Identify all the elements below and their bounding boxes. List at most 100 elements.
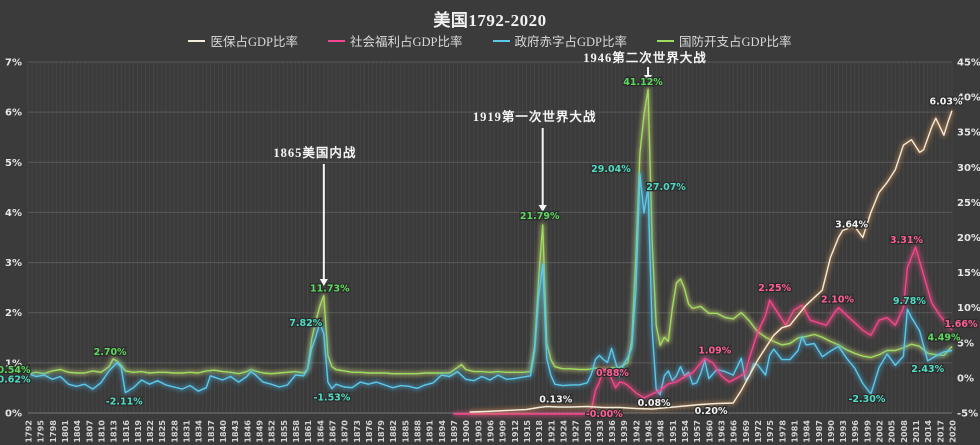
- point-label: 21.79%: [520, 211, 560, 222]
- x-tick-label: 1888: [413, 420, 423, 443]
- x-tick-label: 1972: [753, 420, 763, 443]
- legend-item-welfare[interactable]: 社会福利占GDP比率: [327, 31, 463, 50]
- x-tick-label: 1963: [717, 420, 727, 443]
- x-tick-label: 1987: [814, 420, 824, 443]
- x-tick-label: 1846: [242, 420, 252, 443]
- legend-dash-defense-icon: [657, 39, 675, 42]
- x-tick-label: 2002: [875, 420, 885, 443]
- x-tick-label: 1936: [607, 420, 617, 443]
- point-label: 0.20%: [695, 406, 728, 417]
- x-tick-label: 1930: [583, 420, 593, 443]
- point-label: 1.66%: [945, 319, 978, 330]
- point-label: 7.82%: [289, 318, 322, 329]
- y-tick-label-right: 30%: [957, 163, 980, 174]
- y-tick-label-right: 35%: [957, 128, 980, 139]
- x-tick-label: 2017: [935, 420, 945, 443]
- series-line-1: [453, 246, 953, 415]
- point-label: 9.78%: [893, 296, 926, 307]
- point-label: 0.54%: [0, 365, 31, 376]
- y-tick-label-left: 2%: [5, 308, 22, 319]
- x-tick-label: 1957: [692, 420, 702, 443]
- x-tick-label: 1996: [850, 420, 860, 443]
- legend-item-deficit[interactable]: 政府赤字占GDP比率: [492, 31, 628, 50]
- x-tick-label: 2005: [887, 420, 897, 443]
- x-tick-label: 2008: [899, 420, 909, 443]
- x-tick-label: 1831: [182, 420, 192, 443]
- x-tick-label: 1921: [546, 420, 556, 443]
- point-label: 29.04%: [591, 164, 631, 175]
- point-label: 3.64%: [835, 219, 868, 230]
- x-tick-label: 1945: [644, 420, 654, 443]
- y-tick-label-left: 6%: [5, 108, 22, 119]
- x-tick-label: 1951: [668, 420, 678, 443]
- point-label: 27.07%: [646, 182, 686, 193]
- y-tick-label-right: 25%: [957, 198, 980, 209]
- y-tick-label-left: 7%: [5, 58, 22, 69]
- legend-dash-healthcare-icon: [188, 39, 206, 42]
- x-tick-label: 1891: [425, 420, 435, 443]
- legend-label-defense: 国防开支占GDP比率: [679, 35, 792, 49]
- point-label: 0.08%: [638, 398, 671, 409]
- x-tick-label: 1858: [291, 420, 301, 443]
- x-tick-label: 1984: [802, 420, 812, 443]
- legend-label-healthcare: 医保占GDP比率: [210, 35, 298, 49]
- x-tick-label: 1828: [169, 420, 179, 443]
- x-tick-label: 1855: [279, 420, 289, 443]
- annotation-arrow-head: [644, 75, 653, 82]
- point-label: 0.13%: [539, 394, 572, 405]
- x-tick-label: 1885: [400, 420, 410, 443]
- x-tick-label: 1804: [72, 420, 82, 443]
- point-label: 6.03%: [930, 97, 963, 108]
- x-tick-label: 1999: [862, 420, 872, 443]
- x-tick-label: 1909: [498, 420, 508, 443]
- x-tick-label: 1807: [84, 420, 94, 443]
- point-label: 3.31%: [890, 235, 923, 246]
- y-tick-label-right: -5%: [957, 409, 978, 420]
- chart-legend: 医保占GDP比率 社会福利占GDP比率 政府赤字占GDP比率 国防开支占GDP比…: [0, 31, 980, 50]
- legend-label-deficit: 政府赤字占GDP比率: [514, 35, 628, 49]
- y-tick-label-left: 0%: [5, 409, 22, 420]
- x-tick-label: 1966: [729, 420, 739, 443]
- x-tick-label: 1861: [303, 420, 313, 443]
- x-tick-label: 1948: [656, 420, 666, 443]
- y-tick-label-right: 20%: [957, 233, 980, 244]
- x-tick-label: 1810: [96, 420, 106, 443]
- point-label: -2.11%: [106, 397, 143, 408]
- x-tick-label: 1975: [765, 420, 775, 443]
- x-tick-label: 1801: [60, 420, 70, 443]
- series-line-0: [469, 110, 953, 413]
- x-tick-label: 1993: [838, 420, 848, 443]
- x-tick-label: 1939: [619, 420, 629, 443]
- x-tick-label: 1882: [388, 420, 398, 443]
- x-tick-label: 1795: [36, 420, 46, 443]
- legend-dash-welfare-icon: [327, 39, 345, 42]
- x-tick-label: 2011: [911, 420, 921, 443]
- legend-item-defense[interactable]: 国防开支占GDP比率: [657, 31, 792, 50]
- x-tick-label: 1822: [145, 420, 155, 443]
- x-tick-label: 1825: [157, 420, 167, 443]
- y-tick-label-right: 5%: [957, 338, 974, 349]
- x-tick-label: 1954: [680, 420, 690, 443]
- x-tick-label: 1852: [267, 420, 277, 443]
- legend-item-healthcare[interactable]: 医保占GDP比率: [188, 31, 298, 50]
- x-tick-label: 1849: [255, 420, 265, 443]
- y-tick-label-left: 5%: [5, 158, 22, 169]
- x-tick-label: 1924: [558, 420, 568, 443]
- y-tick-label-left: 1%: [5, 358, 22, 369]
- x-tick-label: 1906: [486, 420, 496, 443]
- x-tick-label: 1903: [473, 420, 483, 443]
- chart-title: 美国1792-2020: [433, 11, 547, 30]
- series-line-2: [27, 173, 953, 396]
- annotation-text-2: 1946第二次世界大战: [583, 50, 707, 65]
- point-label: -0.00%: [586, 409, 623, 420]
- x-tick-label: 1942: [631, 420, 641, 443]
- annotation-text-1: 1919第一次世界大战: [473, 109, 597, 124]
- x-tick-label: 1837: [206, 420, 216, 443]
- x-tick-label: 1840: [218, 420, 228, 443]
- x-tick-label: 2020: [948, 420, 958, 443]
- x-tick-label: 1981: [789, 420, 799, 443]
- x-tick-label: 1960: [704, 420, 714, 443]
- point-label: 1.09%: [698, 345, 731, 356]
- x-tick-label: 1870: [340, 420, 350, 443]
